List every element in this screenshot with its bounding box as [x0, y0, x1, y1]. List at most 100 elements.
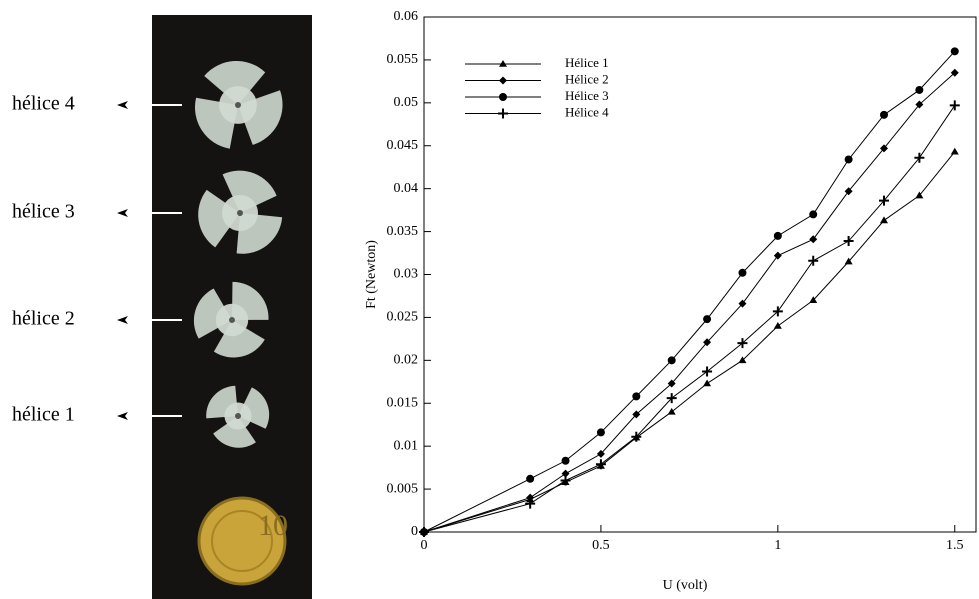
marker — [596, 428, 605, 437]
propeller-blade — [213, 320, 265, 358]
marker — [809, 210, 818, 219]
coin-ring — [211, 510, 273, 572]
marker — [702, 366, 713, 377]
x-tick-label: 1.5 — [946, 538, 964, 553]
marker — [738, 356, 747, 364]
marker — [499, 76, 507, 85]
marker — [809, 235, 818, 244]
marker — [738, 299, 747, 308]
legend-label: Hélice 3 — [565, 88, 609, 103]
propeller — [194, 60, 283, 149]
propeller-blade — [238, 387, 270, 429]
marker — [667, 356, 676, 365]
y-tick-label: 0.025 — [387, 310, 419, 325]
y-tick-label: 0.05 — [394, 95, 419, 110]
propeller-hole — [235, 102, 241, 108]
marker — [560, 475, 571, 486]
series-line — [423, 151, 956, 533]
photo-label: hélice 3 — [12, 201, 75, 223]
marker — [915, 191, 924, 199]
marker — [632, 392, 641, 401]
x-tick-label: 1 — [774, 538, 781, 553]
marker — [880, 110, 888, 119]
propeller — [198, 170, 283, 254]
chart: 0 0.005 0.01 0.015 0.02 0.025 0.03 0.035 0.04 0.0… — [364, 9, 977, 593]
marker — [915, 100, 924, 109]
marker — [915, 85, 924, 94]
y-tick-label: 0.03 — [394, 267, 419, 282]
propeller-hole — [237, 210, 243, 216]
marker — [499, 60, 507, 67]
label-arrow — [117, 209, 128, 217]
propeller-blade — [194, 97, 238, 149]
label-arrow — [117, 101, 128, 109]
marker — [498, 108, 508, 119]
marker — [773, 231, 782, 240]
marker — [632, 410, 641, 419]
marker — [526, 474, 535, 483]
y-tick-label: 0.015 — [387, 395, 419, 410]
marker — [631, 431, 642, 442]
y-axis-label: Ft (Newton) — [364, 240, 379, 309]
marker — [561, 456, 570, 465]
marker — [773, 251, 782, 260]
series-line — [423, 50, 956, 533]
marker — [595, 459, 606, 470]
marker — [914, 152, 925, 163]
label-arrow — [117, 412, 128, 420]
propeller — [206, 385, 270, 448]
coin-mark: 10 — [258, 509, 288, 542]
y-tick-label: 0.045 — [387, 138, 419, 153]
marker — [666, 393, 677, 404]
marker — [738, 268, 747, 277]
series-line — [423, 105, 956, 533]
legend-label: Hélice 4 — [565, 104, 609, 119]
marker — [703, 379, 712, 387]
marker — [809, 296, 818, 304]
label-arrow — [117, 316, 128, 324]
marker — [844, 155, 853, 164]
series-line — [423, 72, 956, 533]
photo-label: hélice 4 — [12, 93, 75, 115]
marker — [419, 527, 429, 537]
x-axis-label: U (volt) — [663, 578, 708, 593]
y-tick-label: 0.02 — [394, 353, 419, 368]
y-tick-label: 0.01 — [394, 438, 419, 453]
y-tick-label: 0.005 — [387, 481, 419, 496]
marker — [950, 147, 959, 155]
x-tick-label: 0 — [421, 538, 428, 553]
propeller-blade — [232, 281, 269, 320]
propeller-blade — [238, 90, 283, 145]
plot-frame — [423, 16, 977, 533]
legend-label: Hélice 1 — [565, 55, 609, 70]
photo-label: hélice 2 — [12, 308, 75, 330]
propeller-hole — [229, 317, 235, 323]
y-tick-label: 0.06 — [394, 9, 419, 24]
y-tick-label: 0.055 — [387, 52, 419, 67]
marker — [843, 236, 854, 247]
marker — [703, 315, 712, 324]
marker — [773, 322, 782, 329]
marker — [844, 187, 853, 196]
marker — [772, 306, 783, 317]
y-tick-label: 0.035 — [387, 224, 419, 239]
marker — [561, 469, 570, 478]
x-tick-label: 0.5 — [592, 538, 610, 553]
propeller-blade — [198, 189, 240, 248]
propeller-blade — [213, 416, 256, 448]
propeller-blade — [204, 60, 266, 105]
marker — [737, 338, 748, 349]
marker — [499, 93, 507, 101]
propeller — [193, 281, 269, 358]
marker — [879, 195, 889, 206]
propeller-blade — [236, 213, 283, 254]
propellers — [193, 60, 283, 448]
legend-label: Hélice 2 — [565, 71, 609, 86]
marker — [950, 47, 959, 56]
marker — [525, 498, 536, 509]
marker — [880, 216, 888, 224]
marker — [703, 338, 712, 347]
marker — [667, 379, 676, 388]
propeller-hole — [235, 413, 241, 419]
